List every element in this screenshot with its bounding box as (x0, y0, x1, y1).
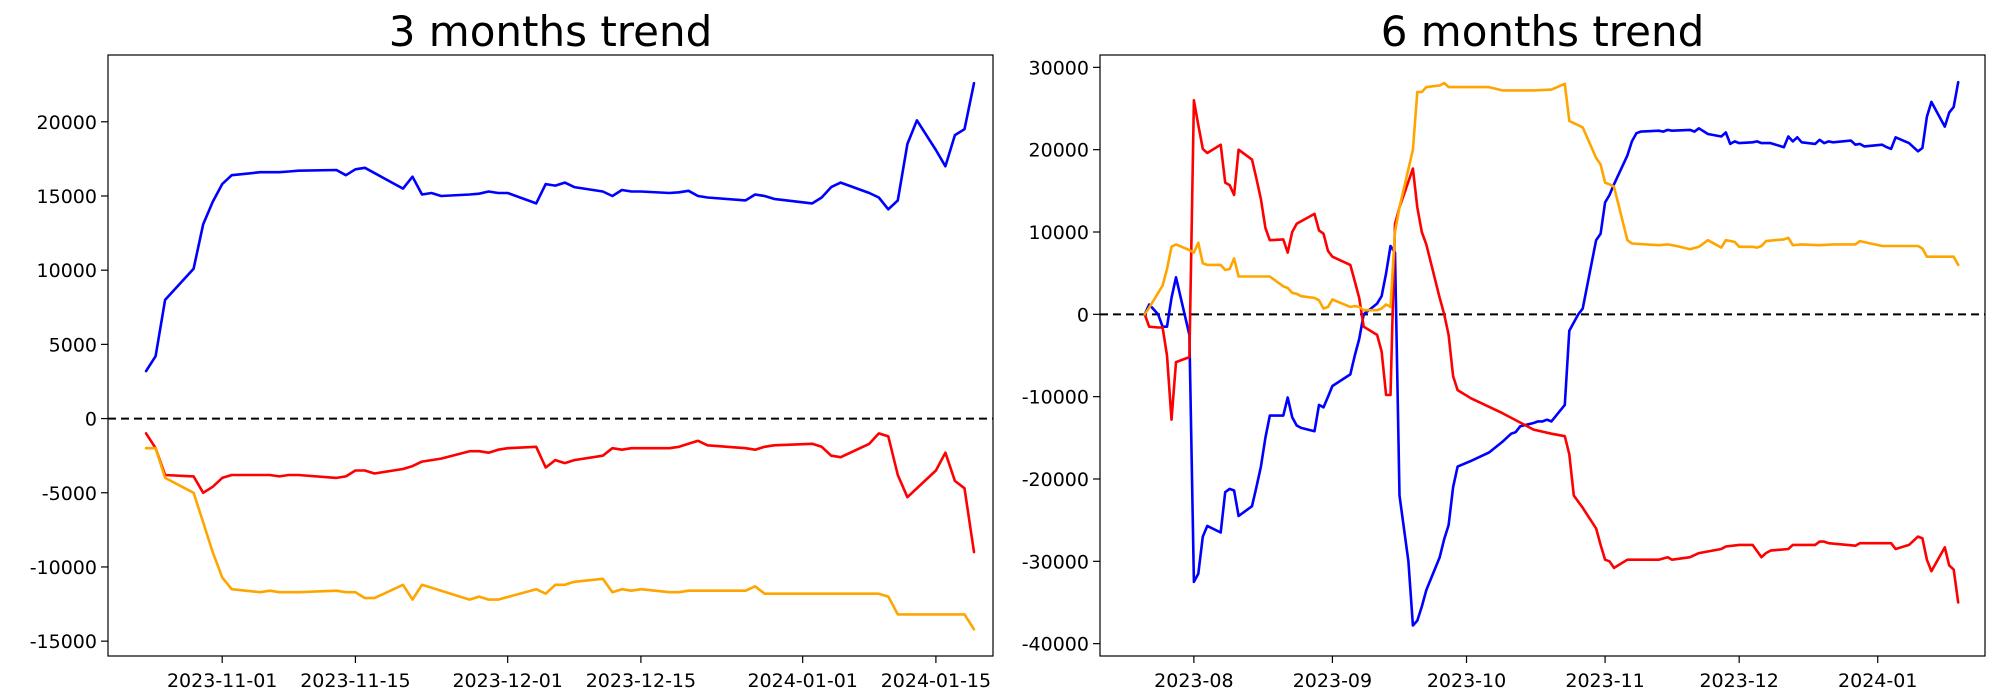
y-tick-label: 5000 (49, 334, 97, 356)
x-tick-label: 2024-01 (1838, 670, 1917, 692)
x-tick-label: 2023-11 (1565, 670, 1644, 692)
chart-background (1100, 55, 1985, 656)
x-tick-label: 2023-12 (1699, 670, 1778, 692)
y-tick-label: 0 (1077, 304, 1089, 326)
y-tick-label: 0 (85, 409, 97, 431)
series-line-1 (1143, 80, 1960, 627)
y-tick-label: -15000 (30, 631, 97, 653)
chart-title: 6 months trend (1381, 7, 1705, 56)
x-tick-label: 2023-11-15 (300, 670, 410, 692)
plot-layer: -40000 -30000 -20000 -10000 0 10000 20000 30000… (1022, 57, 1985, 692)
y-tick-label: 10000 (1029, 222, 1089, 244)
y-tick-label: 15000 (37, 186, 97, 208)
axes-frame (107, 54, 994, 657)
axes-frame (1099, 54, 1986, 657)
y-tick-label: 20000 (1029, 140, 1089, 162)
y-tick-label: -5000 (42, 483, 97, 505)
x-tick-label: 2023-09 (1293, 670, 1372, 692)
series-line-2 (144, 432, 976, 554)
y-tick-label: 10000 (37, 260, 97, 282)
x-tick-label: 2024-01-01 (747, 670, 857, 692)
series-line-1 (144, 81, 976, 373)
y-tick-label: 20000 (37, 112, 97, 134)
series-line-2 (1143, 99, 1960, 604)
y-tick-label: -10000 (30, 557, 97, 579)
x-tick-label: 2023-10 (1427, 670, 1506, 692)
chart-3-months: 3 months trend -15000 -10000 -5000 0 5000 100… (30, 7, 994, 692)
x-tick-label: 2023-12-15 (586, 670, 696, 692)
series-line-3 (1143, 81, 1960, 316)
x-tick-label: 2024-01-15 (881, 670, 991, 692)
chart-title: 3 months trend (389, 7, 713, 56)
y-tick-label: -20000 (1022, 469, 1089, 491)
chart-background (108, 55, 993, 656)
y-tick-label: 30000 (1029, 57, 1089, 79)
x-tick-label: 2023-11-01 (167, 670, 277, 692)
chart-6-months: 6 months trend -40000 -30000 -20000 -10000 0… (1022, 7, 1986, 692)
x-tick-label: 2023-12-01 (452, 670, 562, 692)
y-tick-label: -10000 (1022, 387, 1089, 409)
series-line-3 (144, 446, 976, 631)
plot-layer: -15000 -10000 -5000 0 5000 10000 15000 20000 202… (30, 81, 993, 692)
x-tick-label: 2023-08 (1154, 670, 1233, 692)
y-tick-label: -40000 (1022, 634, 1089, 656)
y-tick-label: -30000 (1022, 551, 1089, 573)
